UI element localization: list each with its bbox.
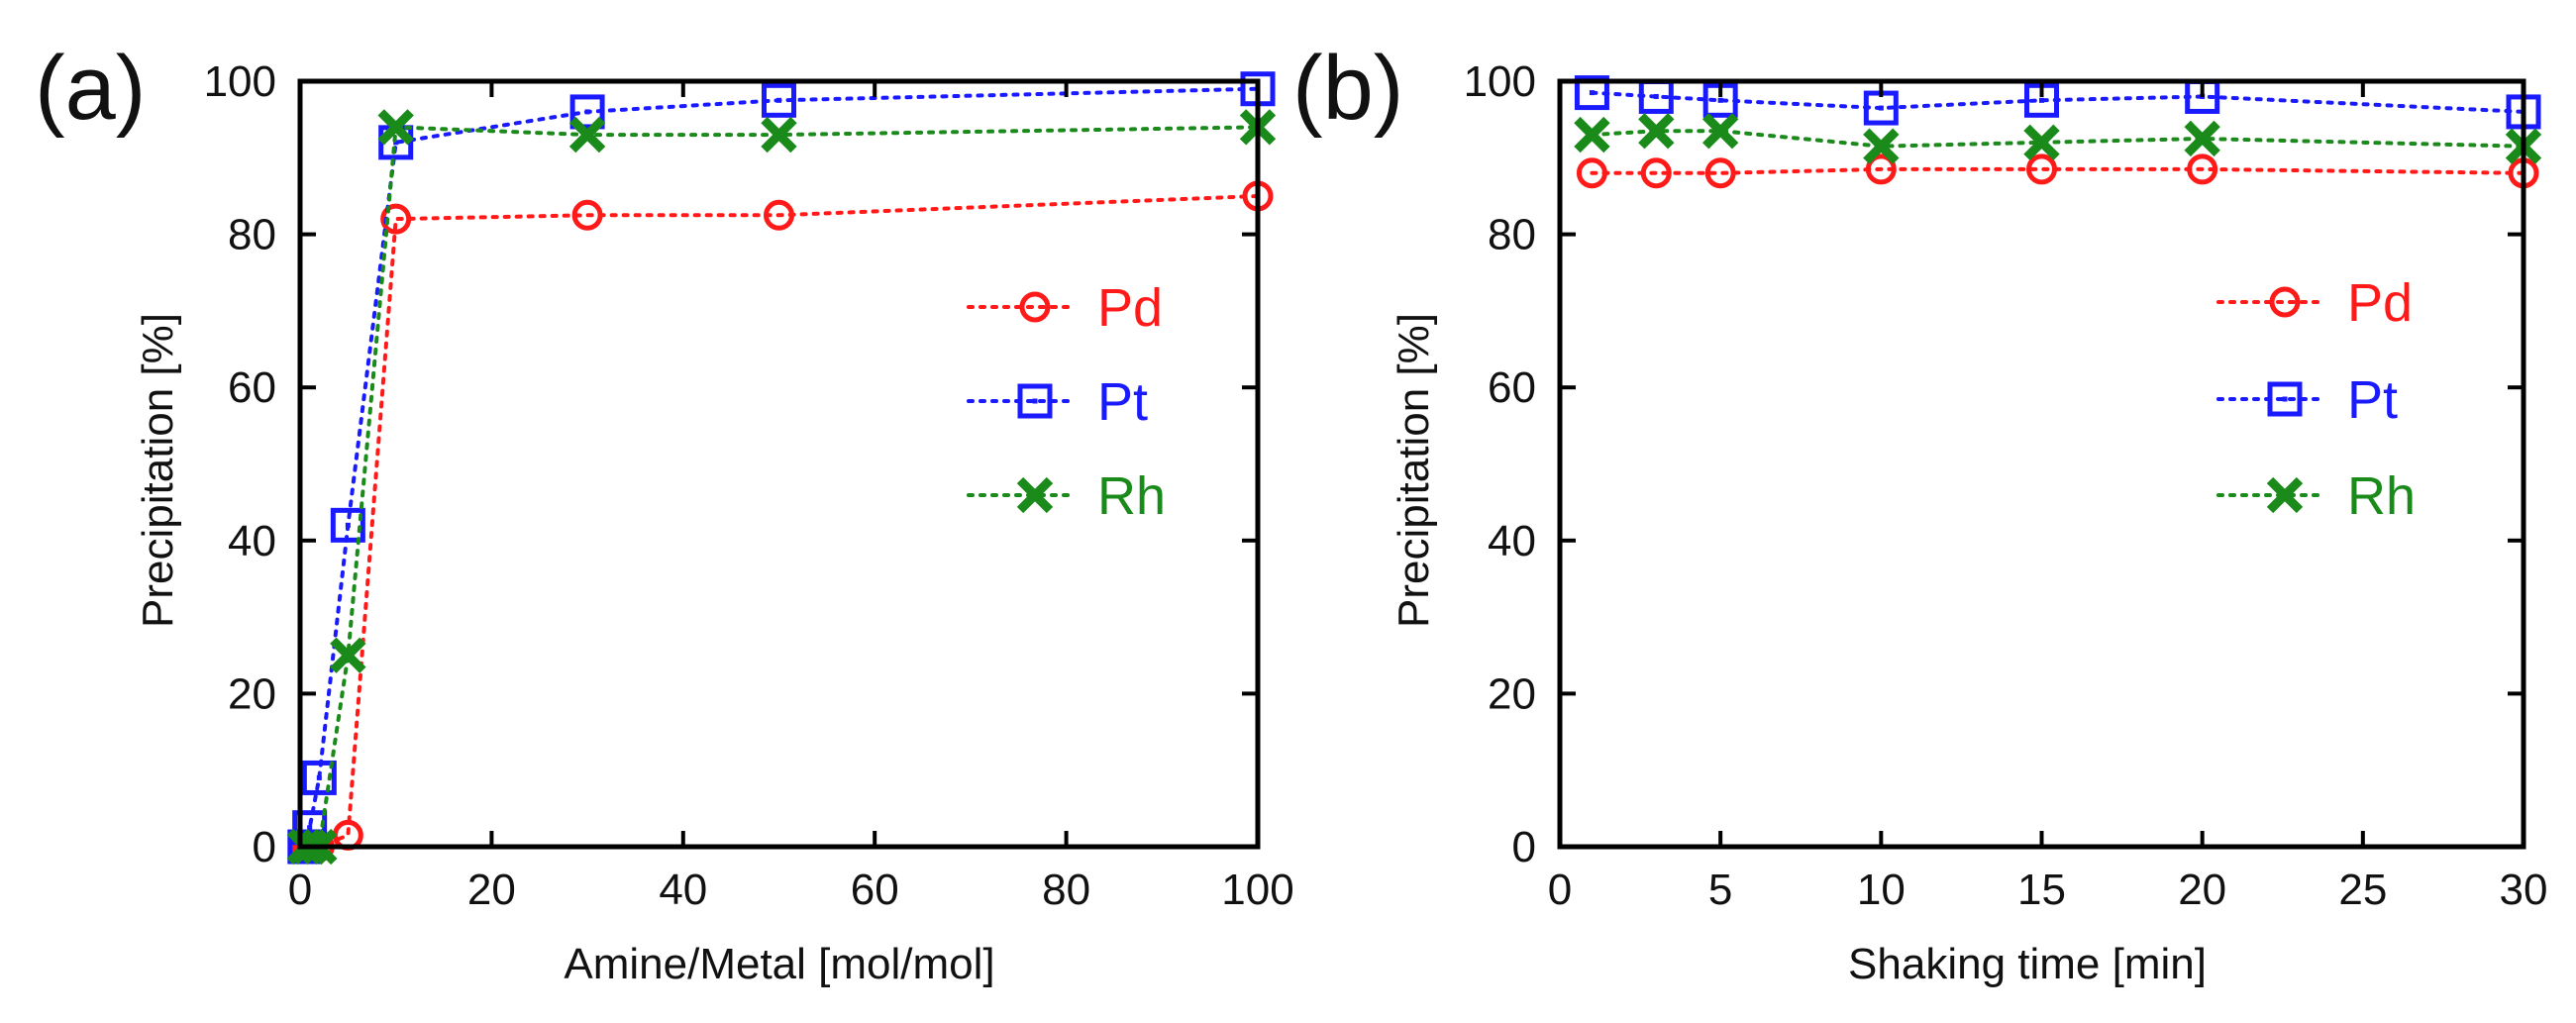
data-point xyxy=(761,116,797,153)
y-tick-label: 80 xyxy=(1488,211,1536,259)
series-rh xyxy=(286,109,1277,866)
y-axis-label: Precipitation [%] xyxy=(134,313,182,628)
y-tick-label: 0 xyxy=(253,823,276,871)
x-tick-label: 5 xyxy=(1708,866,1732,914)
data-point xyxy=(1574,116,1610,153)
legend-label: Rh xyxy=(1097,466,1166,526)
y-tick-label: 40 xyxy=(228,517,276,565)
data-point xyxy=(1638,113,1675,150)
data-point xyxy=(568,116,606,153)
legend-marker xyxy=(2266,476,2304,514)
x-tick-label: 0 xyxy=(1548,866,1572,914)
legend-marker xyxy=(1016,476,1054,514)
x-tick-label: 30 xyxy=(2500,866,2548,914)
legend-label: Pd xyxy=(2347,273,2413,333)
y-tick-label: 80 xyxy=(228,211,276,259)
y-tick-label: 60 xyxy=(1488,363,1536,412)
x-tick-label: 25 xyxy=(2338,866,2387,914)
x-tick-label: 0 xyxy=(288,866,312,914)
data-point xyxy=(569,94,605,130)
data-point xyxy=(330,637,366,673)
data-point xyxy=(1574,75,1609,111)
data-point xyxy=(2187,153,2218,185)
data-point xyxy=(571,199,603,231)
panel-label: (b) xyxy=(1292,38,1403,139)
x-axis-label: Shaking time [min] xyxy=(1848,940,2207,988)
series-rh xyxy=(1574,113,2542,164)
legend-item-rh: Rh xyxy=(2216,466,2416,526)
data-point xyxy=(330,507,365,543)
legend-item-pd: Pd xyxy=(2216,273,2413,333)
legend-item-pt: Pt xyxy=(967,372,1148,432)
panel-label: (a) xyxy=(35,38,146,139)
legend-item-rh: Rh xyxy=(967,466,1166,526)
legend-marker xyxy=(2269,286,2301,318)
x-tick-label: 80 xyxy=(1042,866,1090,914)
series-line xyxy=(302,194,1260,849)
legend-item-pt: Pt xyxy=(2216,370,2398,430)
series-line xyxy=(1590,166,2525,175)
data-point xyxy=(377,109,414,146)
x-tick-label: 15 xyxy=(2017,866,2066,914)
data-point xyxy=(1576,157,1607,189)
data-point xyxy=(1863,128,1900,164)
plot-area xyxy=(286,71,1277,866)
series-line xyxy=(302,86,1260,849)
legend-item-pd: Pd xyxy=(967,278,1163,338)
legend-label: Pt xyxy=(2347,370,2398,430)
data-point xyxy=(2184,120,2220,157)
y-tick-label: 40 xyxy=(1488,517,1536,565)
y-tick-label: 60 xyxy=(228,363,276,412)
y-tick-labels: 0 20 40 60 80 100 xyxy=(204,57,1258,871)
data-point xyxy=(764,199,794,231)
x-axis-label: Amine/Metal [mol/mol] xyxy=(564,940,994,988)
legend-marker xyxy=(1017,383,1053,419)
legend: Pd Pt Rh xyxy=(967,278,1166,526)
data-point xyxy=(380,203,412,235)
legend-marker xyxy=(2267,381,2303,417)
x-tick-labels: 0 5 10 15 20 25 30 xyxy=(1548,81,2548,914)
legend: Pd Pt Rh xyxy=(2216,273,2416,526)
data-point xyxy=(2026,153,2057,185)
legend-label: Pt xyxy=(1097,372,1148,432)
y-tick-label: 0 xyxy=(1512,823,1536,871)
x-tick-label: 10 xyxy=(1857,866,1906,914)
chart-panel-a: (a) 0 20 40 60 80 100 0 20 40 60 80 100 Amine/Meta… xyxy=(35,38,1294,988)
data-point xyxy=(1704,157,1736,189)
x-tick-labels: 0 20 40 60 80 100 xyxy=(288,81,1294,914)
data-point xyxy=(1701,113,1739,150)
data-point xyxy=(1865,153,1897,185)
x-tick-label: 100 xyxy=(1221,866,1293,914)
data-point xyxy=(762,82,796,118)
x-tick-label: 40 xyxy=(659,866,707,914)
series-pd xyxy=(1576,153,2539,189)
data-point xyxy=(2023,124,2060,161)
y-tick-label: 100 xyxy=(204,57,276,106)
y-tick-label: 20 xyxy=(1488,669,1536,718)
x-tick-label: 20 xyxy=(467,866,516,914)
y-tick-label: 100 xyxy=(1464,57,1536,106)
axes-frame xyxy=(297,78,1261,850)
x-tick-label: 60 xyxy=(851,866,899,914)
y-tick-labels: 0 20 40 60 80 100 xyxy=(1464,57,2524,871)
legend-marker xyxy=(1019,291,1051,323)
y-tick-label: 20 xyxy=(228,669,276,718)
chart-panel-b: (b) 0 5 10 15 20 25 30 0 20 40 60 80 100 Shaking ti… xyxy=(1292,38,2547,988)
data-point xyxy=(301,760,337,795)
y-axis-label: Precipitation [%] xyxy=(1390,313,1438,628)
x-tick-label: 20 xyxy=(2178,866,2226,914)
legend-label: Rh xyxy=(2347,466,2416,526)
data-point xyxy=(1640,157,1672,189)
legend-label: Pd xyxy=(1097,278,1163,338)
